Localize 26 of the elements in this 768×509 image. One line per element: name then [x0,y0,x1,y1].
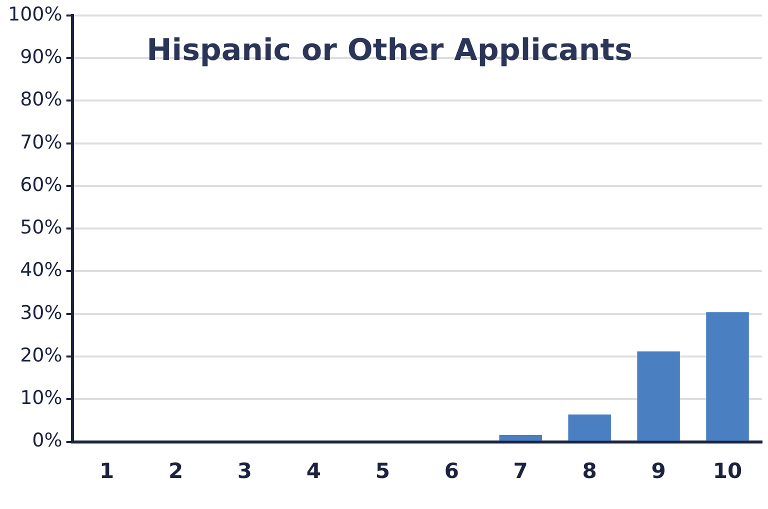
bar [568,414,611,441]
x-tick-label: 7 [513,458,528,483]
y-tick-label: 90% [20,46,62,68]
y-tick-label: 10% [20,387,62,410]
y-tick-label: 20% [20,344,62,366]
x-tick-label: 6 [444,458,459,483]
y-tick-label: 60% [20,174,62,196]
bar [499,434,542,441]
x-tick-label: 3 [237,458,252,483]
y-tick-label: 80% [20,88,62,111]
y-tick-label: 50% [20,216,62,239]
x-tick-label: 5 [375,458,390,483]
x-tick-label: 4 [306,458,322,483]
y-tick-label: 40% [20,259,62,282]
x-tick-label: 1 [99,458,114,483]
bar [637,351,680,441]
x-tick-label: 2 [168,458,184,483]
bar [706,312,749,441]
y-tick-label: 30% [20,302,62,324]
x-tick-label: 10 [712,458,742,483]
x-tick-label: 8 [582,458,597,483]
y-tick-label: 0% [32,430,62,452]
y-tick-label: 70% [20,131,62,154]
x-tick-label: 9 [651,458,666,483]
text: Hispanic or Other Applicants [146,32,632,68]
y-tick-label: 100% [8,3,62,26]
